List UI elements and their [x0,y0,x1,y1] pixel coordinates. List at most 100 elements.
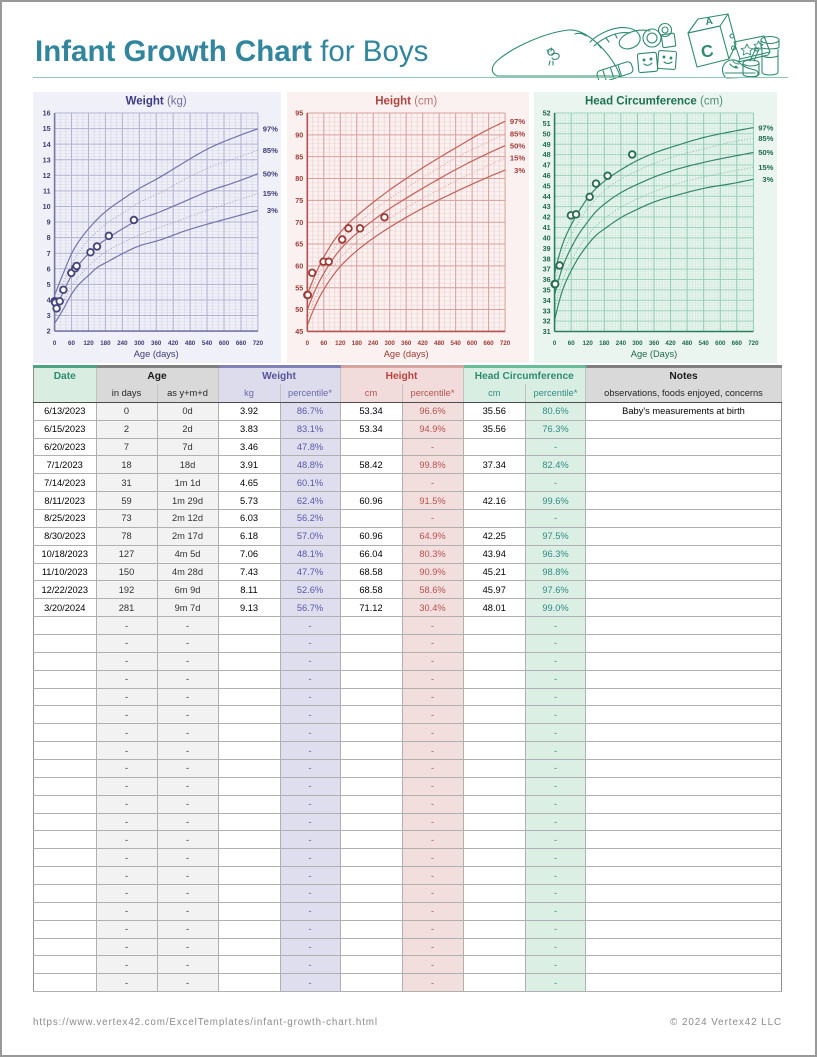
svg-text:Head Circumference (cm): Head Circumference (cm) [585,96,723,108]
svg-text:600: 600 [467,340,478,347]
svg-text:55: 55 [295,283,303,292]
svg-text:31: 31 [543,327,551,336]
svg-text:97%: 97% [263,125,278,134]
svg-text:540: 540 [451,340,462,347]
svg-text:240: 240 [368,340,379,347]
svg-text:9: 9 [47,218,51,227]
svg-text:660: 660 [236,340,247,347]
svg-text:Height (cm): Height (cm) [375,96,437,108]
svg-text:420: 420 [665,340,676,347]
svg-text:360: 360 [649,340,660,347]
svg-text:51: 51 [543,119,551,128]
svg-text:45: 45 [543,181,551,190]
svg-text:12: 12 [43,171,51,180]
svg-text:65: 65 [295,240,303,249]
svg-text:3: 3 [47,311,51,320]
svg-text:540: 540 [202,340,213,347]
svg-text:15%: 15% [263,189,278,198]
svg-text:Weight (kg): Weight (kg) [126,96,187,108]
svg-text:50%: 50% [263,169,278,178]
svg-text:Age (Days): Age (Days) [631,349,678,359]
svg-text:39: 39 [543,244,551,253]
svg-text:52: 52 [543,109,551,118]
svg-text:6: 6 [47,264,51,273]
svg-text:300: 300 [134,340,145,347]
svg-text:420: 420 [168,340,179,347]
svg-text:85%: 85% [263,146,278,155]
svg-text:300: 300 [385,340,396,347]
svg-text:49: 49 [543,140,551,149]
svg-text:70: 70 [295,218,303,227]
svg-text:60: 60 [68,340,75,347]
svg-text:80: 80 [295,174,303,183]
svg-text:50%: 50% [510,141,525,150]
svg-text:540: 540 [699,340,710,347]
svg-text:180: 180 [599,340,610,347]
svg-text:48: 48 [543,150,551,159]
svg-text:40: 40 [543,234,551,243]
svg-text:97%: 97% [758,123,773,132]
svg-text:480: 480 [434,340,445,347]
svg-text:600: 600 [715,340,726,347]
svg-text:480: 480 [682,340,693,347]
svg-text:85%: 85% [510,129,525,138]
svg-text:14: 14 [43,140,51,149]
svg-text:16: 16 [43,109,51,118]
svg-text:2: 2 [47,327,51,336]
svg-text:60: 60 [320,340,327,347]
svg-text:0: 0 [553,340,557,347]
svg-text:45: 45 [295,327,303,336]
svg-text:180: 180 [352,340,363,347]
svg-text:11: 11 [43,187,51,196]
svg-text:15%: 15% [510,154,525,163]
svg-text:15%: 15% [758,163,773,172]
svg-text:60: 60 [295,262,303,271]
svg-text:240: 240 [117,340,128,347]
svg-text:97%: 97% [510,117,525,126]
svg-text:720: 720 [500,340,511,347]
svg-text:10: 10 [43,202,51,211]
svg-text:38: 38 [543,254,551,263]
svg-text:3%: 3% [762,175,773,184]
svg-text:75: 75 [295,196,303,205]
svg-text:42: 42 [543,213,551,222]
svg-text:Age (days): Age (days) [384,349,429,359]
svg-text:120: 120 [335,340,346,347]
svg-text:43: 43 [543,202,551,211]
svg-text:41: 41 [543,223,551,232]
svg-text:90: 90 [295,130,303,139]
svg-text:46: 46 [543,171,551,180]
svg-text:300: 300 [632,340,643,347]
svg-text:13: 13 [43,155,51,164]
svg-text:420: 420 [418,340,429,347]
svg-text:7: 7 [47,249,51,258]
svg-text:50%: 50% [758,148,773,157]
svg-text:180: 180 [100,340,111,347]
svg-text:120: 120 [583,340,594,347]
svg-text:A: A [705,16,714,28]
svg-text:4: 4 [47,296,51,305]
svg-text:660: 660 [732,340,743,347]
svg-text:480: 480 [185,340,196,347]
svg-text:0: 0 [53,340,57,347]
svg-text:0: 0 [306,340,310,347]
svg-text:720: 720 [253,340,264,347]
svg-text:34: 34 [543,296,551,305]
svg-text:85: 85 [295,152,303,161]
svg-text:C: C [699,41,715,62]
svg-text:37: 37 [543,265,551,274]
svg-text:47: 47 [543,161,551,170]
svg-text:240: 240 [616,340,627,347]
svg-text:3%: 3% [514,166,525,175]
svg-text:5: 5 [47,280,51,289]
svg-text:85%: 85% [758,134,773,143]
svg-text:50: 50 [543,129,551,138]
svg-text:15: 15 [43,124,51,133]
svg-text:720: 720 [748,340,759,347]
svg-text:33: 33 [543,306,551,315]
svg-text:600: 600 [219,340,230,347]
svg-text:3%: 3% [267,206,278,215]
svg-text:360: 360 [151,340,162,347]
svg-text:36: 36 [543,275,551,284]
svg-text:50: 50 [295,305,303,314]
